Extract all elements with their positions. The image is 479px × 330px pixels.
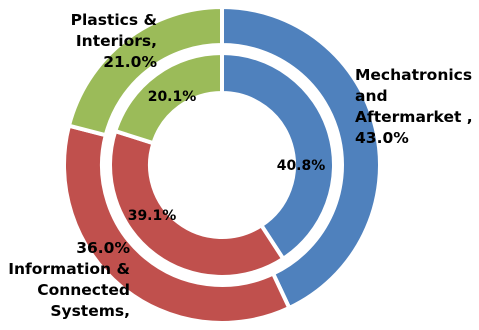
inner-label-plastics-interiors: 20.1%: [148, 89, 197, 105]
outer-label-information-connected-systems-line: Information &: [8, 260, 130, 278]
outer-label-plastics-interiors-line: Interiors,: [76, 32, 157, 50]
outer-label-plastics-interiors-line: Plastics &: [71, 11, 157, 29]
outer-slice-plastics-interiors: [66, 5, 224, 138]
inner-slice-mechatronics-and-aftermarket: [220, 51, 336, 261]
outer-label-information-connected-systems-line: Connected: [37, 281, 130, 299]
inner-slice-information-connected-systems: [108, 129, 286, 279]
outer-slice-mechatronics-and-aftermarket: [220, 5, 382, 310]
outer-slice-information-connected-systems: [62, 123, 292, 325]
outer-label-mechatronics-and-aftermarket-line: 43.0%: [355, 129, 409, 147]
outer-label-information-connected-systems: 36.0% Information & Connected Systems,: [8, 239, 130, 320]
inner-label-information-connected-systems: 39.1%: [128, 208, 177, 224]
outer-label-mechatronics-and-aftermarket-line: and: [355, 87, 388, 105]
inner-slice-plastics-interiors: [113, 51, 224, 146]
outer-label-information-connected-systems-line: Systems,: [50, 302, 130, 320]
outer-label-information-connected-systems-line: 36.0%: [76, 239, 130, 257]
outer-label-mechatronics-and-aftermarket-line: Aftermarket ,: [355, 108, 473, 126]
outer-label-mechatronics-and-aftermarket-line: Mechatronics: [355, 66, 472, 84]
outer-label-plastics-interiors-line: 21.0%: [103, 53, 157, 71]
outer-label-plastics-interiors: Plastics & Interiors, 21.0%: [71, 11, 158, 71]
inner-label-mechatronics-and-aftermarket: 40.8%: [277, 158, 326, 174]
outer-label-mechatronics-and-aftermarket: Mechatronics and Aftermarket , 43.0%: [355, 66, 473, 147]
